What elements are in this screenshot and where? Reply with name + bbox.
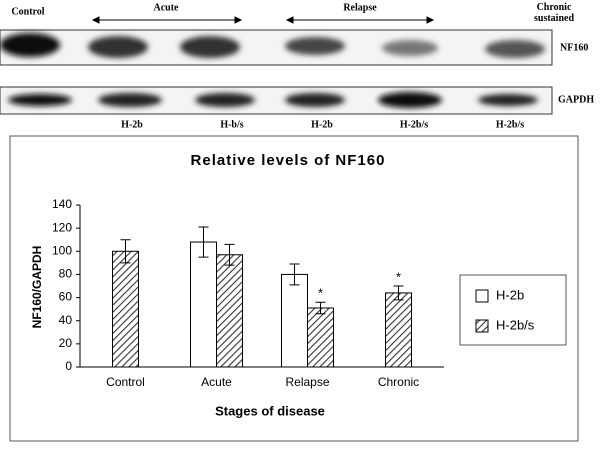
arrows	[91, 16, 435, 24]
error-bar	[315, 301, 326, 315]
group-label: Acute	[154, 2, 180, 13]
bar	[281, 273, 308, 368]
y-tick-label: 40	[59, 313, 73, 327]
y-tick-label: 20	[59, 336, 73, 350]
y-tick-label: 100	[52, 243, 72, 257]
y-tick-label: 80	[59, 267, 73, 281]
legend-label: H-2b/s	[496, 317, 535, 332]
bar	[190, 241, 217, 368]
lane-label: H-2b	[121, 119, 143, 130]
group-label: Chronic sustained	[533, 2, 574, 24]
annotation: *	[318, 286, 323, 301]
blot-strip	[0, 86, 553, 115]
bands	[0, 33, 545, 58]
group-label: Relapse	[343, 2, 377, 13]
y-tick-label: 120	[52, 220, 72, 234]
chart-title: Relative levels of NF160	[191, 152, 386, 169]
bar	[307, 307, 334, 368]
error-bar	[224, 243, 235, 266]
bar	[216, 254, 243, 368]
error-bar	[289, 263, 300, 286]
y-tick-label: 60	[59, 290, 73, 304]
lane-label: H-2b/s	[400, 119, 428, 130]
x-tick-label: Acute	[201, 375, 232, 389]
x-tick-label: Chronic	[378, 375, 419, 389]
error-bar	[393, 285, 404, 301]
legend-swatch	[475, 289, 489, 303]
y-tick-label: 140	[52, 197, 72, 211]
bar	[112, 250, 139, 368]
legend	[459, 274, 567, 346]
y-axis-label: NF160/GAPDH	[30, 246, 44, 329]
error-bar	[120, 239, 131, 264]
group-label: Control	[11, 6, 44, 17]
legend-label: H-2b	[496, 287, 524, 302]
x-axis-label: Stages of disease	[215, 403, 325, 418]
y-tick-label: 0	[65, 359, 72, 373]
error-bar	[198, 226, 209, 258]
legend-swatch	[475, 319, 489, 333]
annotation: *	[396, 269, 401, 284]
lane-label: H-2b/s	[496, 119, 524, 130]
lane-label: H-b/s	[220, 119, 243, 130]
bar	[385, 292, 412, 368]
blot-strip	[0, 29, 553, 66]
x-tick-label: Control	[106, 375, 145, 389]
lane-label: H-2b	[311, 119, 333, 130]
row-label: GAPDH	[558, 94, 594, 105]
x-tick-label: Relapse	[285, 375, 329, 389]
row-label: NF160	[560, 42, 588, 53]
bands	[8, 92, 538, 108]
